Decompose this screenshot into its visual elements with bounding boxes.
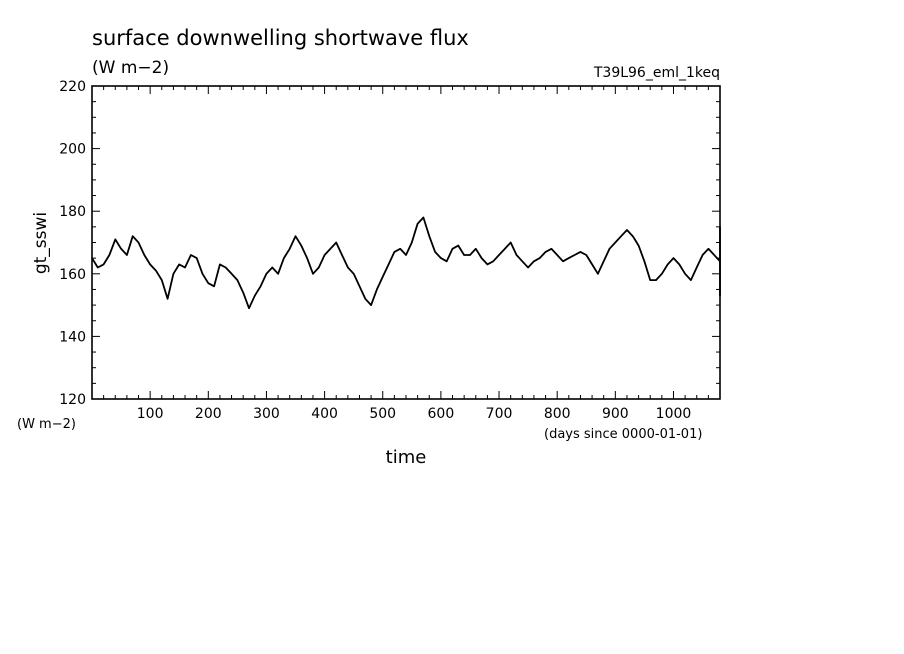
chart-title: surface downwelling shortwave flux (92, 26, 469, 50)
x-axis-label: time (386, 447, 427, 468)
y-tick-marks (92, 85, 720, 400)
x-tick-label: 200 (195, 406, 222, 422)
x-tick-label: 300 (253, 406, 280, 422)
y-axis-units: (W m−2) (17, 417, 76, 432)
x-tick-label: 900 (602, 406, 629, 422)
y-tick-label: 200 (59, 142, 86, 158)
x-tick-label: 800 (544, 406, 571, 422)
plot-frame (91, 85, 721, 400)
y-tick-labels: 120 140 160 180 200 220 (59, 79, 86, 408)
y-axis-label: gt_sswi (31, 212, 51, 274)
x-tick-label: 400 (311, 406, 338, 422)
x-tick-marks (103, 86, 709, 399)
y-tick-label: 160 (59, 267, 86, 283)
run-label: T39L96_eml_1keq (593, 65, 720, 81)
y-tick-label: 220 (59, 79, 86, 95)
x-tick-label: 700 (486, 406, 513, 422)
x-tick-label: 500 (369, 406, 396, 422)
series-line (91, 216, 721, 310)
y-tick-label: 180 (59, 204, 86, 220)
x-tick-label: 1000 (656, 406, 692, 422)
x-tick-label: 100 (137, 406, 164, 422)
x-tick-labels: 100 200 300 400 500 600 700 800 900 1000 (137, 406, 692, 422)
y-tick-label: 120 (59, 392, 86, 408)
x-axis-units: (days since 0000-01-01) (544, 427, 702, 442)
x-tick-label: 600 (428, 406, 455, 422)
y-tick-label: 140 (59, 329, 86, 345)
chart-subtitle: (W m−2) (92, 58, 169, 78)
